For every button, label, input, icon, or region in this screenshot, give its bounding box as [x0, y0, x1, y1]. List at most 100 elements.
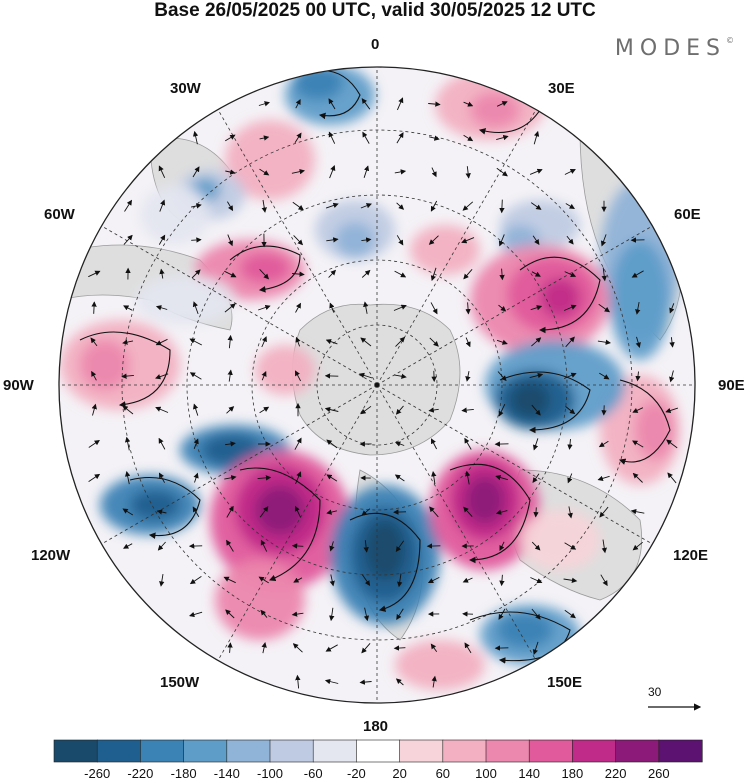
- colorbar: [53, 739, 703, 763]
- anomaly-cell-46: [395, 640, 485, 690]
- anomaly-cell-16: [335, 222, 375, 258]
- wind-vector: [395, 540, 405, 553]
- wind-vector: [192, 130, 199, 145]
- streamline-5: [239, 467, 321, 582]
- latitude-circle-2: [186, 194, 568, 576]
- wind-vector: [427, 576, 440, 584]
- wind-vector: [428, 135, 440, 141]
- wind-vector: [430, 267, 437, 282]
- wind-vector: [635, 336, 641, 348]
- wind-vector: [430, 438, 437, 450]
- wind-vector: [261, 336, 267, 348]
- wind-vector: [258, 576, 269, 584]
- anomaly-cell-20: [540, 278, 580, 318]
- colorbar-tick-label: -100: [256, 766, 284, 781]
- wind-vector: [156, 509, 167, 515]
- wind-vector: [329, 302, 335, 313]
- wind-vector: [193, 472, 199, 483]
- map-boundary: [58, 66, 696, 704]
- colorbar-bin-13: [615, 739, 660, 763]
- wind-vector: [224, 134, 236, 142]
- wind-vector: [496, 167, 508, 177]
- wind-vector: [430, 200, 438, 212]
- wind-vector: [124, 436, 131, 451]
- wind-vector: [192, 301, 199, 315]
- meridian-1: [376, 109, 537, 386]
- wind-vector: [395, 678, 404, 686]
- colorbar-tick-label: 180: [561, 766, 584, 781]
- wind-vector: [533, 130, 540, 145]
- wind-vector: [225, 169, 236, 175]
- colorbar-tick-label: -220: [127, 766, 154, 781]
- wind-vector: [499, 268, 505, 281]
- wind-vector: [394, 373, 407, 379]
- wind-vector: [258, 304, 271, 311]
- wind-vector: [431, 471, 437, 485]
- wind-vector: [362, 574, 371, 587]
- wind-vector: [292, 643, 303, 653]
- meridian-2: [376, 225, 653, 386]
- wind-vector: [122, 508, 134, 516]
- wind-vector: [463, 506, 473, 517]
- colorbar-tick-label: -140: [213, 766, 240, 781]
- wind-vector: [565, 203, 575, 209]
- wind-vector: [123, 305, 133, 311]
- wind-vector: [225, 609, 235, 619]
- wind-vector: [326, 474, 338, 482]
- wind-vector: [326, 439, 338, 449]
- colorbar-tick-label: 260: [647, 766, 670, 781]
- wind-vector: [564, 169, 576, 175]
- colorbar-tick-label: 140: [518, 766, 541, 781]
- lon-label-150w: 150W: [160, 674, 200, 691]
- wind-vector: [123, 234, 133, 245]
- colorbar-bin-1: [96, 739, 141, 763]
- wind-vector: [293, 235, 304, 246]
- anomaly-cell-44: [497, 612, 553, 648]
- wind-vector: [90, 337, 98, 347]
- colorbar-bin-10: [485, 739, 530, 763]
- graticule: [59, 67, 695, 703]
- wind-vector: [530, 577, 543, 584]
- anomaly-field: [60, 67, 680, 690]
- wind-vector: [294, 437, 302, 450]
- pole-marker: [374, 382, 380, 388]
- wind-vector: [189, 338, 203, 346]
- wind-vector: [429, 506, 439, 518]
- colorbar-tick-label: -180: [170, 766, 197, 781]
- lon-label-30w: 30W: [170, 80, 201, 97]
- wind-vector: [224, 270, 237, 278]
- wind-vector: [328, 131, 336, 144]
- wind-vector: [226, 505, 234, 518]
- wind-vector: [88, 473, 101, 482]
- wind-vector: [601, 267, 607, 282]
- wind-vector: [565, 406, 576, 415]
- wind-vector: [597, 475, 610, 481]
- wind-vector: [227, 234, 234, 247]
- anomaly-cell-32: [130, 490, 180, 520]
- wind-vector: [669, 303, 675, 314]
- wind-vector: [227, 369, 233, 382]
- wind-vector: [465, 302, 471, 315]
- streamline-9: [469, 611, 571, 664]
- wind-vector: [665, 407, 679, 414]
- wind-vector: [463, 134, 474, 142]
- wind-vector: [291, 611, 304, 617]
- wind-vector: [533, 507, 539, 518]
- colorbar-bin-11: [528, 739, 574, 763]
- wind-vector: [259, 406, 270, 414]
- wind-vector: [291, 543, 304, 549]
- reference-vector-label: 30: [648, 685, 662, 699]
- lon-label-120e: 120E: [673, 547, 709, 564]
- wind-vector: [91, 370, 97, 381]
- wind-vector: [599, 506, 609, 518]
- wind-vector: [463, 269, 473, 280]
- wind-vector: [363, 540, 369, 553]
- wind-vector: [295, 674, 301, 689]
- wind-vector: [325, 339, 338, 345]
- wind-vector: [91, 301, 97, 314]
- lon-label-180: 180: [363, 718, 389, 735]
- wind-vector: [462, 201, 474, 211]
- streamline-8: [499, 371, 591, 434]
- wind-vector: [465, 166, 471, 179]
